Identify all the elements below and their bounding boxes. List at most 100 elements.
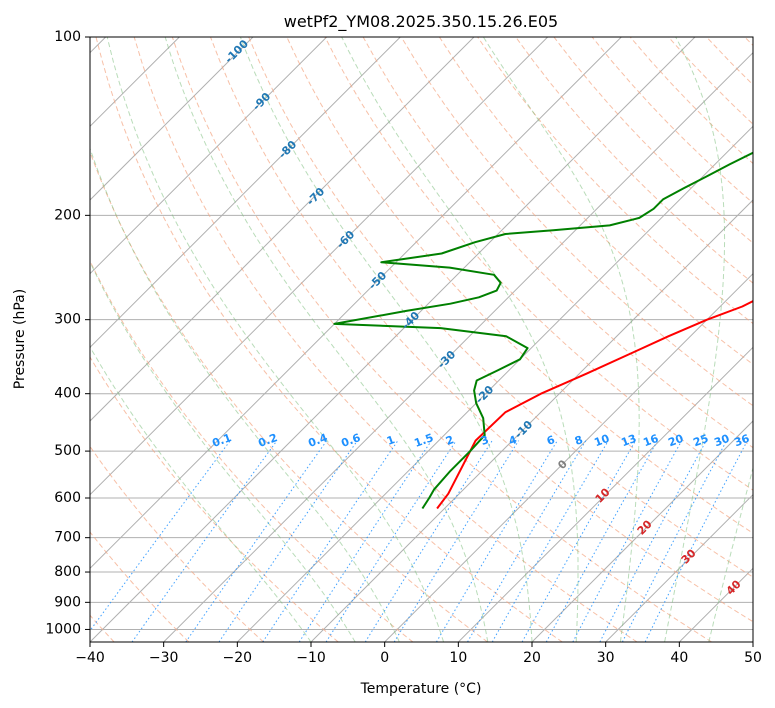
dry-adiabat bbox=[210, 37, 753, 623]
mixing-ratio-label: 16 bbox=[641, 432, 660, 450]
mixing-ratio-label: 13 bbox=[619, 432, 638, 449]
y-tick-label: 600 bbox=[54, 490, 81, 506]
x-tick-label: −20 bbox=[223, 650, 253, 666]
mixing-ratio-line bbox=[90, 440, 231, 632]
dry-adiabat bbox=[95, 37, 563, 642]
x-axis-title: Temperature (°C) bbox=[360, 681, 482, 697]
mixing-ratio-line bbox=[644, 440, 748, 642]
mixing-ratio-label: 3 bbox=[479, 433, 491, 448]
x-tick-label: 40 bbox=[670, 650, 688, 666]
mixing-ratio-label: 0.2 bbox=[256, 431, 279, 450]
mixing-ratio-line bbox=[467, 440, 587, 642]
mixing-ratio-label: 0.4 bbox=[306, 431, 329, 450]
moist-adiabat bbox=[90, 260, 356, 642]
y-tick-label: 1000 bbox=[45, 621, 81, 637]
mixing-ratio-label: 25 bbox=[691, 432, 710, 449]
plot-lines bbox=[333, 151, 753, 510]
isotherm-gridline bbox=[384, 272, 753, 642]
x-tick-label: 20 bbox=[523, 650, 541, 666]
y-tick-label: 500 bbox=[54, 443, 81, 459]
mixing-ratio-label: 1.5 bbox=[412, 431, 435, 450]
x-tick-label: 30 bbox=[597, 650, 615, 666]
dry-adiabat bbox=[90, 259, 414, 642]
isotherm-gridline bbox=[605, 493, 753, 642]
moist-adiabat bbox=[90, 147, 400, 642]
mixing-ratio-line bbox=[131, 440, 278, 642]
moist-adiabat bbox=[708, 466, 753, 642]
isotherm-gridline bbox=[90, 37, 549, 496]
isotherm-gridline bbox=[90, 37, 401, 349]
mixing-ratio-label: 8 bbox=[573, 433, 585, 448]
chart-title: wetPf2_YM08.2025.350.15.26.E05 bbox=[284, 12, 558, 32]
mixing-ratio-line bbox=[521, 440, 637, 642]
isotherm-gridline bbox=[90, 37, 696, 642]
isotherm-gridline bbox=[531, 420, 753, 642]
dry-adiabat bbox=[90, 356, 339, 642]
x-tick-label: 0 bbox=[380, 650, 389, 666]
y-tick-label: 800 bbox=[54, 564, 81, 580]
y-axis-title: Pressure (hPa) bbox=[12, 289, 28, 389]
dry-adiabat bbox=[515, 37, 753, 284]
y-tick-label: 900 bbox=[54, 594, 81, 610]
plot-area bbox=[90, 37, 753, 642]
mixing-ratio-line bbox=[185, 440, 328, 642]
y-tick-label: 700 bbox=[54, 530, 81, 546]
moist-adiabat bbox=[482, 37, 640, 642]
y-axis: 100 200 300 400 500 600 700 800 900 1000 bbox=[45, 29, 90, 637]
x-tick-label: −30 bbox=[149, 650, 179, 666]
mixing-ratio-label: 0.6 bbox=[339, 431, 362, 450]
mixing-ratio-line bbox=[491, 440, 609, 642]
moist-adiabat bbox=[664, 37, 726, 642]
y-tick-label: 300 bbox=[54, 312, 81, 328]
dry-adiabat bbox=[438, 37, 753, 366]
temperature-profile-line bbox=[436, 299, 753, 510]
mixing-ratio-label: 2 bbox=[444, 433, 456, 448]
mixing-ratio-line bbox=[572, 440, 683, 642]
dry-adiabat bbox=[90, 531, 190, 642]
y-tick-label: 100 bbox=[54, 29, 81, 45]
x-axis: −40 −30 −20 −10 0 10 20 30 40 50 bbox=[75, 642, 762, 666]
dry-adiabat bbox=[133, 37, 638, 642]
y-tick-label: 400 bbox=[54, 386, 81, 402]
mixing-ratio-label: 20 bbox=[666, 432, 685, 450]
isotherm-gridline bbox=[457, 346, 753, 642]
mixing-ratio-line bbox=[325, 440, 457, 642]
moist-adiabat bbox=[164, 37, 489, 642]
moist-adiabat bbox=[239, 37, 533, 642]
mixing-ratio-label: 10 bbox=[592, 432, 611, 450]
mixing-ratio-line bbox=[545, 440, 659, 642]
isotherm-gridline bbox=[236, 125, 753, 642]
mixing-ratio-label: 1 bbox=[385, 433, 397, 448]
x-tick-label: −10 bbox=[296, 650, 326, 666]
mixing-ratio-label: 30 bbox=[712, 432, 731, 450]
mixing-ratio-label: 4 bbox=[507, 433, 519, 448]
x-tick-label: 50 bbox=[744, 650, 762, 666]
mixing-ratio-label: 0.1 bbox=[210, 431, 233, 450]
mixing-ratio-line bbox=[364, 440, 493, 642]
moist-adiabat bbox=[90, 345, 312, 642]
mixing-ratio-line bbox=[393, 440, 520, 642]
mixing-ratio-line bbox=[435, 440, 558, 642]
dewpoint-profile-line bbox=[333, 151, 753, 510]
dry-adiabat bbox=[171, 37, 712, 642]
y-tick-label: 200 bbox=[54, 207, 81, 223]
isotherm-gridline bbox=[90, 37, 254, 201]
mixing-ratio-label: 36 bbox=[732, 432, 751, 450]
isotherm-gridline bbox=[90, 37, 622, 570]
dry-adiabat bbox=[90, 445, 264, 642]
dry-adiabat bbox=[400, 37, 753, 407]
dry-adiabat bbox=[90, 150, 488, 642]
x-tick-label: 10 bbox=[449, 650, 467, 666]
plot-frame bbox=[89, 36, 754, 643]
moist-adiabat bbox=[106, 37, 445, 642]
mixing-ratio-line bbox=[262, 440, 399, 642]
mixing-ratio-line bbox=[298, 440, 432, 642]
isotherm-gridline bbox=[163, 51, 753, 642]
mixing-ratio-label: 6 bbox=[545, 433, 557, 448]
x-tick-label: −40 bbox=[75, 650, 105, 666]
isotherm-gridline bbox=[90, 37, 328, 275]
isotherm-gridline bbox=[90, 37, 475, 422]
dry-adiabat bbox=[248, 37, 753, 578]
